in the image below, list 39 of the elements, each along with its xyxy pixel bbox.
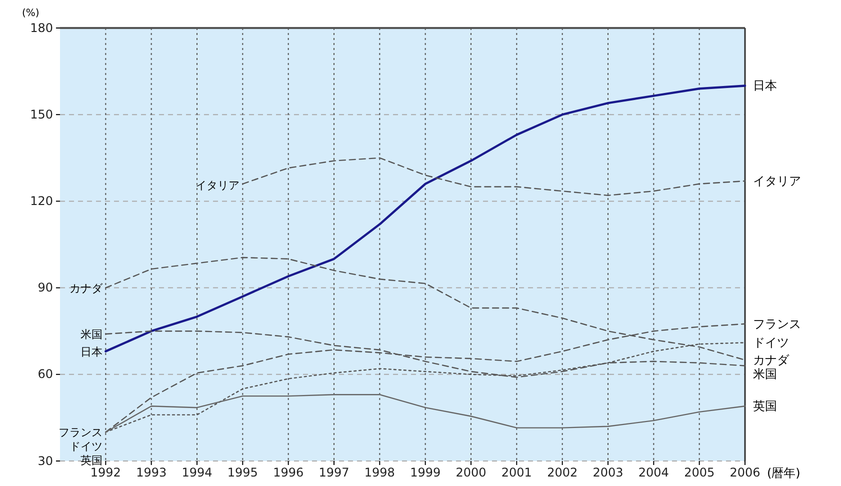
text: カナダ (753, 352, 789, 367)
x-tick-label: 1998 (364, 466, 395, 480)
y-tick-label: 150 (30, 107, 53, 122)
text: フランス (753, 316, 801, 331)
x-tick-label: 1994 (182, 466, 212, 480)
x-tick-label: 2006 (730, 466, 760, 480)
y-axis-title: (%) (22, 8, 40, 19)
x-tick-label: 1997 (318, 466, 350, 480)
y-tick-label: 30 (38, 454, 53, 468)
x-tick-label: 2004 (638, 466, 669, 480)
x-tick-label: 1999 (410, 466, 441, 480)
text: 米国 (753, 366, 777, 381)
y-tick-label: 90 (38, 280, 53, 295)
series-label: 英国 (753, 399, 777, 414)
line-series (104, 84, 746, 352)
x-tick-label: 2000 (456, 466, 486, 480)
x-axis-title: (暦年) (767, 466, 800, 480)
y-tick-label: 60 (38, 367, 53, 382)
series-label: カナダ (70, 282, 104, 295)
x-tick-label: 2002 (547, 466, 578, 480)
text: イタリア (753, 174, 801, 188)
x-tick-label: 1992 (90, 466, 121, 480)
series-label: フランス (58, 426, 103, 440)
y-tick-label: 120 (30, 194, 53, 208)
x-tick-label: 1993 (136, 466, 167, 480)
series-label: 米国 (80, 328, 103, 341)
line-series (105, 394, 746, 433)
text: ドイツ (70, 440, 103, 454)
series-label: 日本 (80, 345, 103, 358)
series-label: ドイツ (753, 336, 789, 350)
text: 日本 (753, 78, 777, 93)
y-tick-label: 180 (30, 20, 53, 35)
x-tick-label: 2003 (592, 466, 624, 480)
x-tick-label: 2001 (501, 466, 532, 480)
x-tick-label: 1996 (273, 466, 304, 480)
x-tick-label: 1995 (227, 466, 258, 480)
series-label: イタリア (196, 178, 240, 192)
text: 英国 (80, 454, 103, 468)
x-tick-label: 2005 (684, 466, 715, 480)
